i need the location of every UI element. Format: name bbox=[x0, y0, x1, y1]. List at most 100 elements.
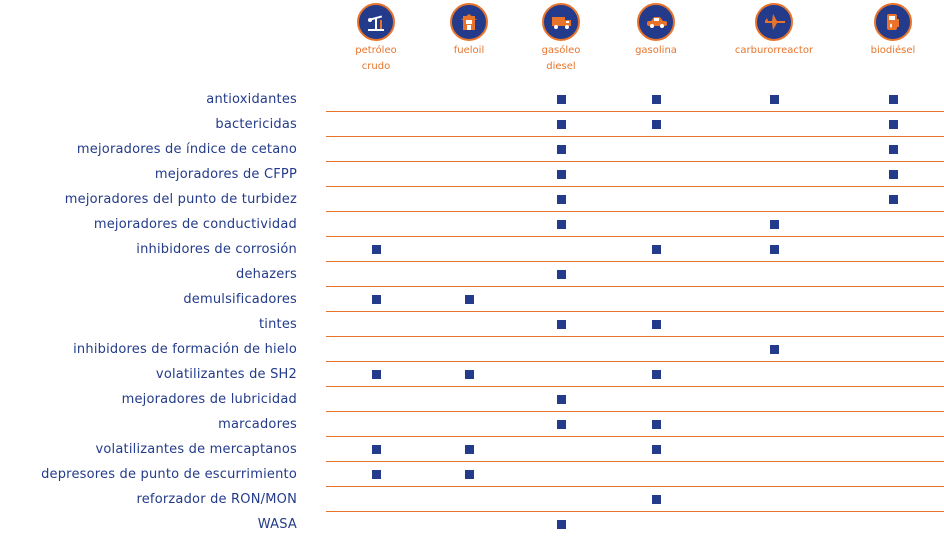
row-label: marcadores bbox=[218, 417, 297, 432]
column-header: gasolina bbox=[596, 0, 716, 59]
column-header: fueloil bbox=[409, 0, 529, 59]
row-divider bbox=[326, 111, 944, 112]
applicability-marker bbox=[556, 420, 566, 429]
row-divider bbox=[326, 136, 944, 137]
column-label-line: fueloil bbox=[453, 45, 485, 56]
house-icon bbox=[450, 3, 488, 41]
airplane-icon bbox=[755, 3, 793, 41]
table-row: reforzador de RON/MON bbox=[0, 487, 944, 512]
row-label: volatilizantes de mercaptanos bbox=[95, 442, 297, 457]
row-divider bbox=[326, 461, 944, 462]
row-label: WASA bbox=[257, 517, 297, 532]
applicability-marker bbox=[888, 170, 898, 179]
applicability-marker bbox=[769, 245, 779, 254]
row-divider bbox=[326, 286, 944, 287]
applicability-marker bbox=[651, 495, 661, 504]
row-label: mejoradores de CFPP bbox=[154, 167, 297, 182]
truck-icon bbox=[542, 3, 580, 41]
applicability-marker bbox=[888, 195, 898, 204]
row-divider bbox=[326, 361, 944, 362]
table-row: mejoradores de lubricidad bbox=[0, 387, 944, 412]
table-row: bactericidas bbox=[0, 112, 944, 137]
table-row: demulsificadores bbox=[0, 287, 944, 312]
column-label-line: petróleo bbox=[355, 45, 397, 56]
row-label: volatilizantes de SH2 bbox=[155, 367, 297, 382]
column-label: gasóleo diesel bbox=[501, 43, 621, 75]
applicability-marker bbox=[556, 270, 566, 279]
column-header: biodiésel bbox=[833, 0, 944, 59]
row-divider bbox=[326, 161, 944, 162]
column-label-line: crudo bbox=[361, 61, 391, 72]
table-row: antioxidantes bbox=[0, 87, 944, 112]
applicability-marker bbox=[651, 95, 661, 104]
applicability-marker bbox=[371, 295, 381, 304]
table-row: dehazers bbox=[0, 262, 944, 287]
row-divider bbox=[326, 336, 944, 337]
applicability-marker bbox=[464, 295, 474, 304]
row-divider bbox=[326, 211, 944, 212]
applicability-marker bbox=[888, 145, 898, 154]
applicability-marker bbox=[556, 95, 566, 104]
row-label: antioxidantes bbox=[206, 92, 297, 107]
applicability-marker bbox=[464, 470, 474, 479]
row-divider bbox=[326, 486, 944, 487]
row-label: reforzador de RON/MON bbox=[136, 492, 297, 507]
applicability-marker bbox=[888, 95, 898, 104]
applicability-marker bbox=[651, 370, 661, 379]
applicability-marker bbox=[371, 445, 381, 454]
table-row: mejoradores del punto de turbidez bbox=[0, 187, 944, 212]
table-row: inhibidores de corrosión bbox=[0, 237, 944, 262]
applicability-marker bbox=[556, 120, 566, 129]
row-label: bactericidas bbox=[215, 117, 297, 132]
table-row: mejoradores de índice de cetano bbox=[0, 137, 944, 162]
row-label: inhibidores de formación de hielo bbox=[73, 342, 297, 357]
applicability-marker bbox=[769, 220, 779, 229]
table-row: mejoradores de conductividad bbox=[0, 212, 944, 237]
table-row: marcadores bbox=[0, 412, 944, 437]
applicability-marker bbox=[371, 245, 381, 254]
column-label-line: gasóleo bbox=[541, 45, 581, 56]
column-label-line: diesel bbox=[546, 61, 576, 72]
applicability-marker bbox=[769, 345, 779, 354]
fuel-pump-icon bbox=[874, 3, 912, 41]
applicability-marker bbox=[556, 170, 566, 179]
column-label: petróleo crudo bbox=[316, 43, 436, 75]
column-label: biodiésel bbox=[833, 43, 944, 59]
row-divider bbox=[326, 311, 944, 312]
applicability-marker bbox=[651, 245, 661, 254]
row-label: mejoradores de lubricidad bbox=[121, 392, 297, 407]
table-row: volatilizantes de mercaptanos bbox=[0, 437, 944, 462]
applicability-marker bbox=[556, 195, 566, 204]
row-divider bbox=[326, 261, 944, 262]
table-row: mejoradores de CFPP bbox=[0, 162, 944, 187]
applicability-marker bbox=[556, 145, 566, 154]
column-label-line: carburorreactor bbox=[734, 45, 814, 56]
applicability-marker bbox=[556, 520, 566, 529]
row-divider bbox=[326, 186, 944, 187]
applicability-marker bbox=[651, 120, 661, 129]
applicability-marker bbox=[651, 320, 661, 329]
applicability-marker bbox=[556, 320, 566, 329]
row-label: tintes bbox=[258, 317, 297, 332]
oil-pump-icon bbox=[357, 3, 395, 41]
row-label: dehazers bbox=[236, 267, 297, 282]
applicability-marker bbox=[371, 370, 381, 379]
row-divider bbox=[326, 386, 944, 387]
row-label: demulsificadores bbox=[183, 292, 297, 307]
applicability-marker bbox=[651, 445, 661, 454]
table-row: tintes bbox=[0, 312, 944, 337]
column-header: carburorreactor bbox=[714, 0, 834, 59]
car-icon bbox=[637, 3, 675, 41]
row-label: inhibidores de corrosión bbox=[136, 242, 297, 257]
applicability-marker bbox=[888, 120, 898, 129]
applicability-marker bbox=[556, 220, 566, 229]
column-label-line: biodiésel bbox=[870, 45, 916, 56]
column-label: fueloil bbox=[409, 43, 529, 59]
applicability-marker bbox=[464, 370, 474, 379]
row-label: mejoradores del punto de turbidez bbox=[64, 192, 297, 207]
column-label: gasolina bbox=[596, 43, 716, 59]
column-header: gasóleo diesel bbox=[501, 0, 621, 75]
row-divider bbox=[326, 436, 944, 437]
row-label: depresores de punto de escurrimiento bbox=[41, 467, 297, 482]
row-label: mejoradores de conductividad bbox=[93, 217, 297, 232]
